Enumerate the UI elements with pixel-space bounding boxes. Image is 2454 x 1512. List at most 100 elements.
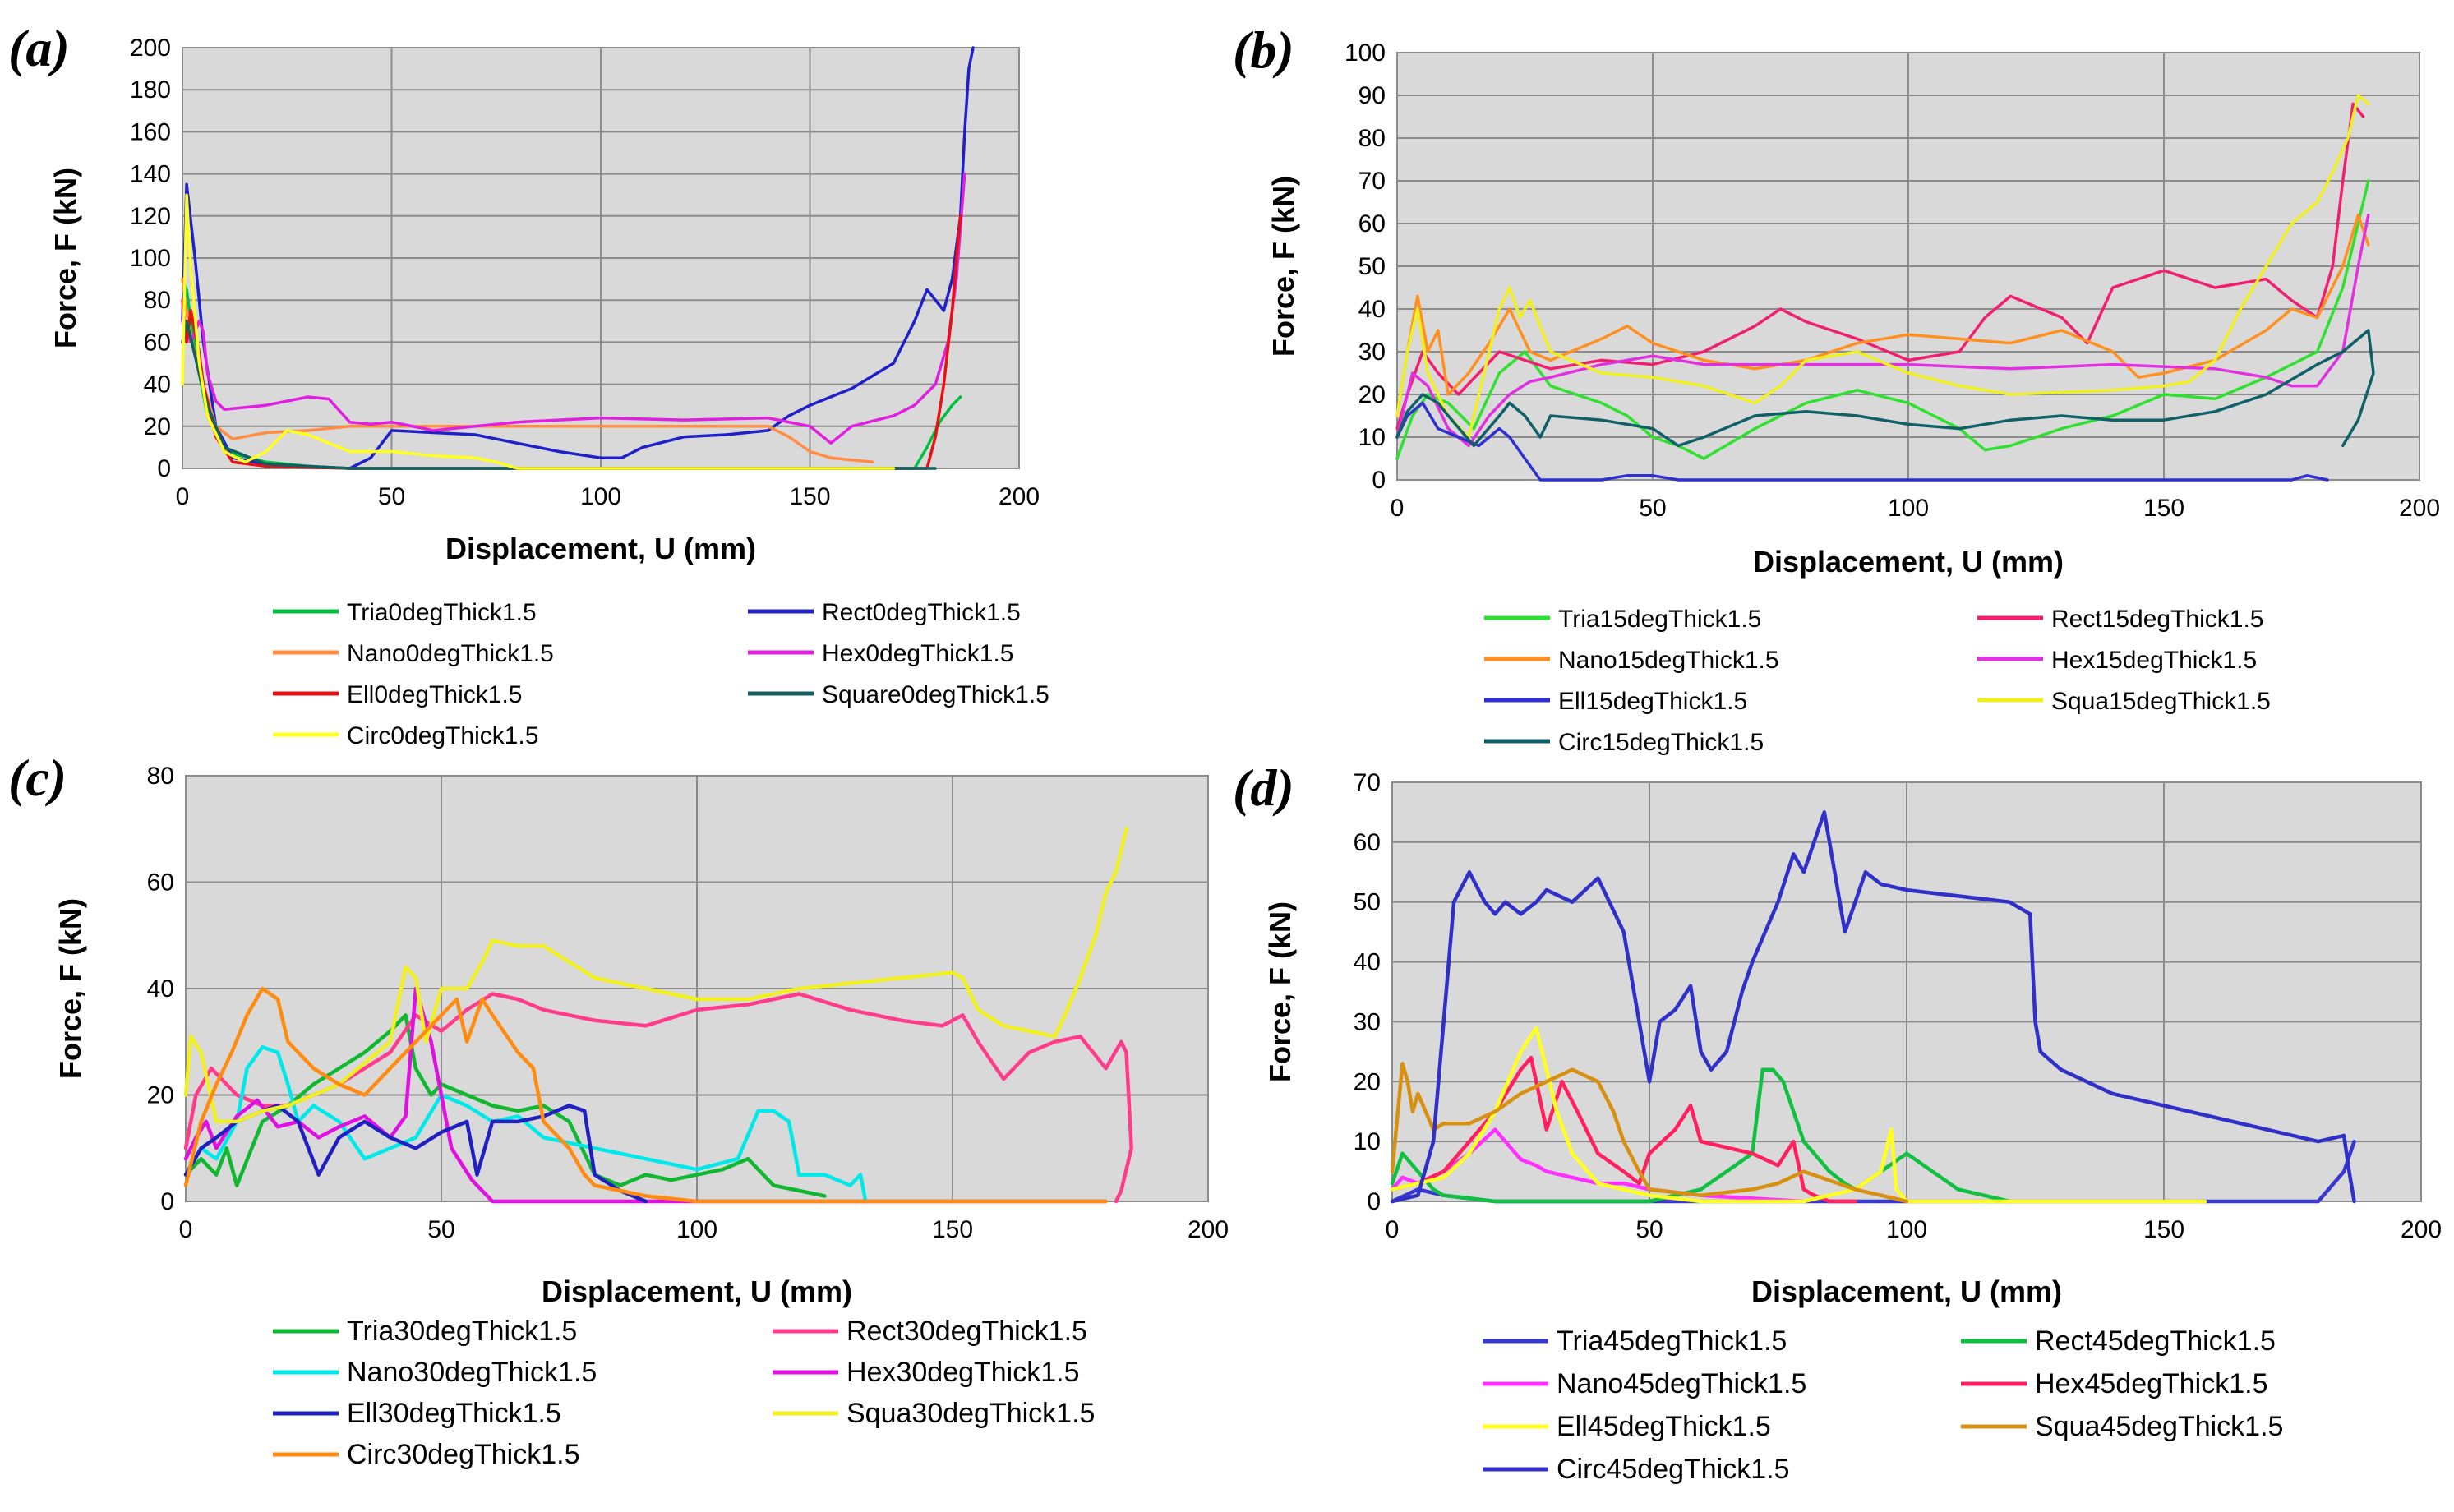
y-tick-label: 50 [1354,889,1381,916]
y-tick-label: 40 [1358,296,1386,323]
y-axis-label: Force, F (kN) [48,168,82,348]
x-tick-label: 100 [676,1216,717,1243]
series-line-Squa45degThick1.5 [1390,1062,1909,1204]
chart-panel-1: 0 20 40 60 80 100 120 140 160 180 200 0 50 100 150 200 D… [8,19,1049,749]
y-tick-label: 100 [130,245,171,272]
legend-label: Squa45degThick1.5 [2035,1411,2283,1442]
x-axis-label: Displacement, U (mm) [1753,545,2064,579]
y-tick-label: 10 [1354,1128,1381,1155]
legend-label: Squa30degThick1.5 [846,1398,1095,1429]
legend-label: Hex0degThick1.5 [822,640,1013,667]
y-tick-label: 80 [147,763,174,790]
y-tick-label: 0 [160,1188,174,1215]
legend-label: Nano0degThick1.5 [347,640,554,667]
series-line-Hex0degThick1.5 [181,172,966,445]
y-tick-label: 120 [130,203,171,230]
y-axis-label: Force, F (kN) [1266,176,1300,357]
y-tick-label: 140 [130,161,171,188]
panel-label: (b) [1233,21,1294,79]
x-tick-label: 200 [2401,1216,2442,1243]
y-tick-label: 160 [130,118,171,145]
legend-label: Circ45degThick1.5 [1557,1454,1789,1485]
x-tick-label: 150 [2143,495,2184,522]
legend-label: Circ30degThick1.5 [347,1439,579,1470]
legend: Tria30degThick1.5 Rect30degThick1.5 Nano30… [273,1316,1095,1470]
legend: Tria15degThick1.5 Rect15degThick1.5 Nano15… [1484,606,2271,756]
series-line-Circ30degThick1.5 [183,986,1108,1204]
x-tick-label: 0 [1391,495,1405,522]
y-tick-label: 20 [144,413,171,440]
x-tick-label: 50 [1635,1216,1663,1243]
legend-label: Circ15degThick1.5 [1558,729,1764,756]
chart-panel-4: 0 10 20 30 40 50 60 70 0 50 100 150 200 Displacement,… [1233,758,2442,1485]
legend-label: Tria0degThick1.5 [347,599,537,626]
legend-label: Nano45degThick1.5 [1557,1368,1806,1399]
legend-label: Nano15degThick1.5 [1558,647,1779,674]
y-tick-label: 0 [157,455,171,482]
chart-panel-3: 0 20 40 60 80 0 50 100 150 200 Displacement, U (mm… [8,749,1229,1470]
series-line-Circ0degThick1.5 [181,193,896,470]
y-tick-label: 80 [144,287,171,314]
y-tick-label: 40 [144,371,171,399]
legend-label: Tria30degThick1.5 [347,1316,577,1347]
legend-label: Tria45degThick1.5 [1557,1325,1787,1357]
x-tick-label: 200 [2399,495,2440,522]
legend-label: Rect15degThick1.5 [2051,606,2264,633]
y-tick-label: 50 [1358,253,1386,280]
legend-label: Tria15degThick1.5 [1558,606,1761,633]
legend-label: Nano30degThick1.5 [347,1357,597,1388]
legend-label: Circ0degThick1.5 [347,722,538,749]
x-axis-label: Displacement, U (mm) [1751,1275,2062,1308]
legend-label: Hex15degThick1.5 [2051,647,2257,674]
chart-panel-2: 0 10 20 30 40 50 60 70 80 90 100 0 50 100 150 200 Displa… [1233,21,2440,756]
series-line-Circ45degThick1.5 [1390,810,2356,1204]
legend-label: Hex45degThick1.5 [2035,1368,2268,1399]
x-tick-label: 0 [1386,1216,1400,1243]
series-line-Circ15degThick1.5 [1395,329,2375,448]
y-tick-label: 180 [130,76,171,104]
x-tick-label: 50 [1639,495,1666,522]
y-tick-label: 20 [1354,1068,1381,1095]
x-axis-label: Displacement, U (mm) [542,1275,852,1308]
legend-label: Rect30degThick1.5 [846,1316,1087,1347]
y-tick-label: 30 [1358,339,1386,366]
x-tick-label: 150 [932,1216,973,1243]
x-axis-label: Displacement, U (mm) [445,532,756,565]
panel-label: (a) [8,19,70,77]
y-tick-label: 200 [130,35,171,62]
y-tick-label: 0 [1367,1188,1381,1215]
legend: Tria0degThick1.5 Rect0degThick1.5 Nano0deg… [273,599,1049,749]
y-tick-label: 80 [1358,125,1386,152]
y-tick-label: 90 [1358,82,1386,109]
series-line-Squa30degThick1.5 [183,827,1128,1124]
y-tick-label: 60 [1354,829,1381,856]
series-line-Tria15degThick1.5 [1395,179,2370,460]
y-tick-label: 20 [147,1082,174,1109]
legend: Tria45degThick1.5 Rect45degThick1.5 Nano45… [1483,1325,2283,1485]
y-tick-label: 60 [144,329,171,356]
y-axis-label: Force, F (kN) [1263,901,1297,1082]
x-tick-label: 100 [1886,1216,1927,1243]
legend-label: Rect0degThick1.5 [822,599,1021,626]
legend-label: Ell45degThick1.5 [1557,1411,1771,1442]
legend-label: Square0degThick1.5 [822,681,1049,708]
series-line-Nano30degThick1.5 [183,1044,868,1204]
legend-label: Ell0degThick1.5 [347,681,522,708]
x-tick-label: 150 [789,483,830,510]
x-tick-label: 100 [580,483,621,510]
series-line-Squa15degThick1.5 [1395,94,2370,439]
y-tick-label: 100 [1345,39,1386,67]
y-tick-label: 60 [1358,210,1386,237]
x-tick-label: 100 [1888,495,1929,522]
y-tick-label: 70 [1358,168,1386,195]
y-tick-label: 40 [1354,949,1381,976]
x-tick-label: 50 [427,1216,454,1243]
x-tick-label: 200 [1188,1216,1229,1243]
legend-label: Ell30degThick1.5 [347,1398,561,1429]
legend-label: Squa15degThick1.5 [2051,688,2271,715]
x-tick-label: 50 [378,483,405,510]
y-tick-label: 0 [1372,467,1386,494]
series-line-Hex30degThick1.5 [183,986,1108,1204]
y-tick-label: 40 [147,975,174,1003]
